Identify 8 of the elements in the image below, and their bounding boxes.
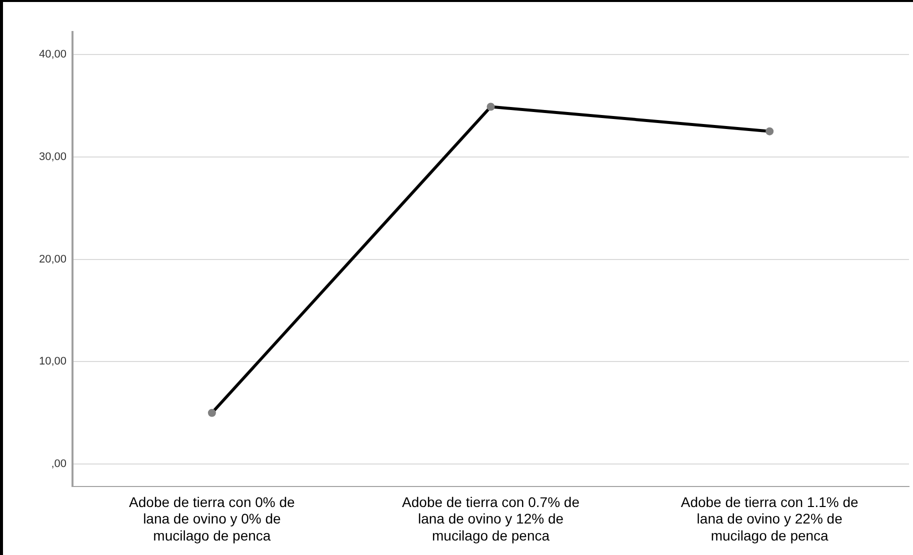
x-tick-label: Adobe de tierra con 1.1% de lana de ovino y 22% de mucilago de penca [680,494,859,544]
y-tick-label: ,00 [51,458,67,470]
x-tick-label: Adobe de tierra con 0.7% de lana de ovino y 12% de mucilago de penca [402,494,580,544]
y-tick-label: 20,00 [38,253,67,266]
y-tick-label: 10,00 [38,356,67,368]
y-tick-label: 30,00 [38,150,67,163]
y-tick-label: 40,00 [38,48,67,61]
x-tick-label: Adobe de tierra con 0% de lana de ovino y 0% de mucilago de penca [129,494,296,544]
